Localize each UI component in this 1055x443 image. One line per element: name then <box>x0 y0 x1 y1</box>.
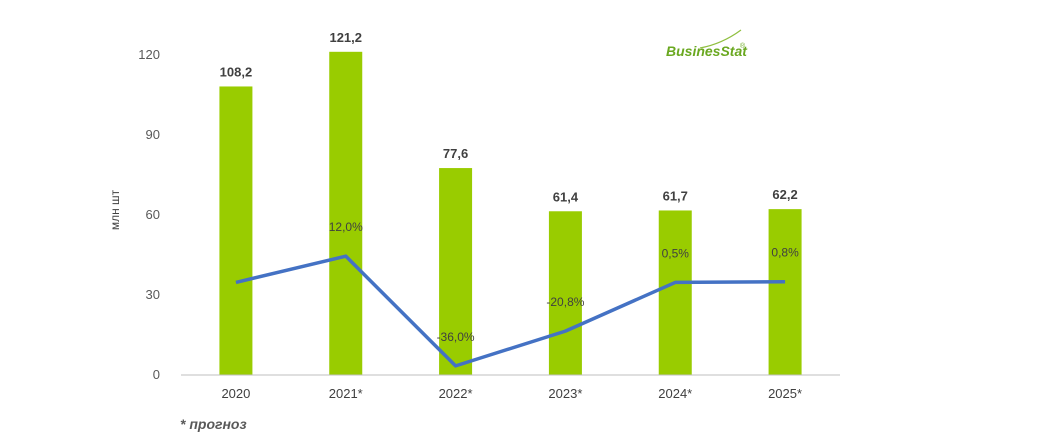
footnote: * прогноз <box>180 416 247 432</box>
bar-value-label: 108,2 <box>220 64 253 79</box>
bars <box>219 51 802 376</box>
growth-polyline <box>235 254 786 368</box>
bar-2025 <box>768 209 802 375</box>
y-tick-label: 120 <box>138 47 160 62</box>
y-tick-label: 30 <box>146 287 160 302</box>
bar-labels: 108,2 121,2 77,6 61,4 61,7 62,2 <box>220 30 798 204</box>
x-tick-label: 2023* <box>548 386 582 401</box>
x-tick-label: 2022* <box>439 386 473 401</box>
logo-mark: ® <box>740 42 746 50</box>
y-tick-label: 0 <box>153 367 160 382</box>
bar-2024 <box>658 210 692 375</box>
growth-value-label: 0,8% <box>771 246 799 260</box>
line-labels: 12,0% -36,0% -20,8% 0,5% 0,8% <box>329 220 799 344</box>
x-axis-ticks: 2020 2021* 2022* 2023* 2024* 2025* <box>221 386 802 401</box>
y-tick-label: 60 <box>146 207 160 222</box>
x-tick-label: 2025* <box>768 386 802 401</box>
logo-text: BusinesStat <box>666 43 748 59</box>
bar-value-label: 77,6 <box>443 146 468 161</box>
bar-2021 <box>329 51 363 376</box>
x-tick-label: 2024* <box>658 386 692 401</box>
bar-value-label: 61,4 <box>553 189 579 204</box>
y-axis-label: млн шт <box>108 189 122 230</box>
growth-value-label: -20,8% <box>546 295 584 309</box>
growth-line <box>235 254 786 368</box>
bar-value-label: 121,2 <box>329 30 362 45</box>
x-tick-label: 2020 <box>221 386 250 401</box>
logo: BusinesStat ® <box>666 29 748 59</box>
bar-2020 <box>219 86 253 375</box>
bar-value-label: 62,2 <box>772 187 797 202</box>
growth-value-label: 12,0% <box>329 220 363 234</box>
x-tick-label: 2021* <box>329 386 363 401</box>
bar-2023 <box>548 211 582 375</box>
y-axis-ticks: 0 30 60 90 120 <box>138 47 160 382</box>
bar-value-label: 61,7 <box>663 188 688 203</box>
bar-2022 <box>439 168 473 375</box>
growth-value-label: 0,5% <box>662 246 690 260</box>
logo-swoosh-icon <box>699 29 742 49</box>
growth-value-label: -36,0% <box>437 330 475 344</box>
y-tick-label: 90 <box>146 127 160 142</box>
